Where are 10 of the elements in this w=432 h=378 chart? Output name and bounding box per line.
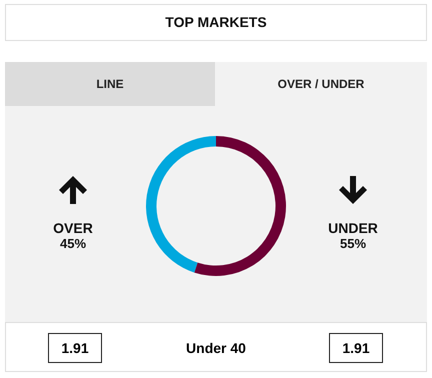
data-label: 55%: [340, 236, 366, 251]
text: LINE: [5, 62, 215, 106]
chart-title: TOP MARKETS: [5, 4, 427, 41]
text: Under 40: [185, 339, 247, 358]
text: 1.91: [329, 333, 383, 363]
slice-label: UNDER: [328, 220, 378, 236]
data-label: 45%: [60, 236, 86, 251]
text: OVER / UNDER: [276, 76, 366, 93]
text: 1.91: [48, 333, 102, 363]
slice-label: OVER: [53, 220, 93, 236]
